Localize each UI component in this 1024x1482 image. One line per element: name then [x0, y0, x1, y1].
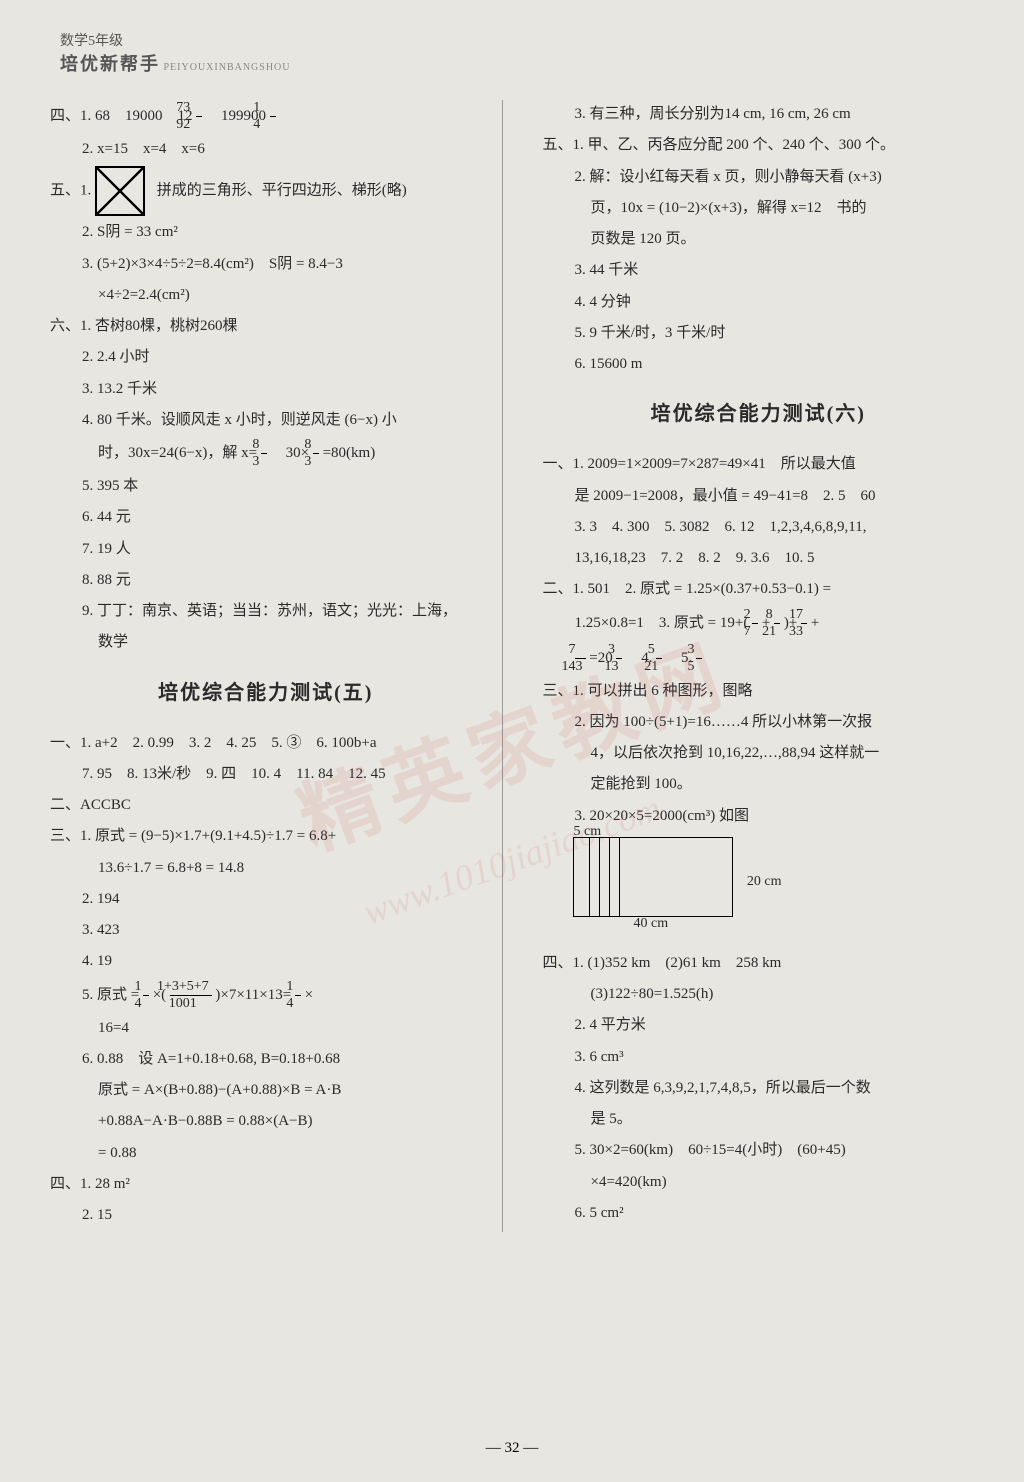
fraction: 35	[696, 642, 702, 675]
answer-line: 2. 解：设小红每天看 x 页，则小静每天看 (x+3)	[543, 163, 975, 192]
answer-line: 4，以后依次抢到 10,16,22,…,88,94 这样就一	[543, 739, 975, 768]
page-header: 数学5年级 培优新帮手 PEIYOUXINBANGSHOU	[60, 30, 291, 76]
answer-line: 3. 3 4. 300 5. 3082 6. 12 1,2,3,4,6,8,9,…	[543, 513, 975, 542]
answer-line: 3. 6 cm³	[543, 1043, 975, 1072]
book-title: 培优新帮手	[60, 54, 160, 74]
answer-line: 四、1. (1)352 km (2)61 km 258 km	[543, 949, 975, 978]
figure-label: 40 cm	[634, 910, 669, 937]
answer-line: 页，10x = (10−2)×(x+3)，解得 x=12 书的	[543, 194, 975, 223]
answer-line: (3)122÷80=1.525(h)	[543, 980, 975, 1009]
answer-line: 5. 9 千米/时，3 千米/时	[543, 319, 975, 348]
answer-line: 5. 395 本	[50, 472, 482, 501]
answer-line: 3. 44 千米	[543, 256, 975, 285]
answer-line: 六、1. 杏树80棵，桃树260棵	[50, 312, 482, 341]
answer-line: 二、1. 501 2. 原式 = 1.25×(0.37+0.53−0.1) =	[543, 575, 975, 604]
fraction: 14	[295, 979, 301, 1012]
fraction: 14	[270, 100, 276, 133]
fraction: 14	[143, 979, 149, 1012]
fraction: 7392	[196, 100, 202, 133]
answer-line: 4. 19	[50, 947, 482, 976]
answer-line: 2. x=15 x=4 x=6	[50, 135, 482, 164]
answer-line: 四、1. 68 19000 12 7392 199900 14	[50, 100, 482, 133]
fraction: 313	[616, 642, 622, 675]
crossed-square-figure	[95, 166, 145, 216]
answer-line: 页数是 120 页。	[543, 225, 975, 254]
fraction: 1733	[801, 607, 807, 640]
left-column: 四、1. 68 19000 12 7392 199900 14 2. x=15 …	[50, 100, 503, 1232]
book-pinyin: PEIYOUXINBANGSHOU	[164, 62, 291, 73]
fraction: 83	[313, 437, 319, 470]
answer-line: 一、1. 2009=1×2009=7×287=49×41 所以最大值	[543, 450, 975, 479]
answer-line: 6. 15600 m	[543, 350, 975, 379]
answer-line: 3. (5+2)×3×4÷5÷2=8.4(cm²) S阴 = 8.4−3	[50, 250, 482, 279]
answer-line: 2. 因为 100÷(5+1)=16……4 所以小林第一次报	[543, 708, 975, 737]
grade-label: 数学5年级	[60, 30, 291, 50]
answer-line: 是 5。	[543, 1105, 975, 1134]
fraction: 7143	[575, 642, 586, 675]
answer-line: 三、1. 可以拼出 6 种图形，图略	[543, 677, 975, 706]
figure-label: 20 cm	[747, 868, 782, 895]
answer-line: 五、1. 拼成的三角形、平行四边形、梯形(略)	[50, 166, 482, 216]
section-title: 培优综合能力测试(六)	[543, 395, 975, 434]
answer-line: 原式 = A×(B+0.88)−(A+0.88)×B = A·B	[50, 1076, 482, 1105]
answer-line: 16=4	[50, 1014, 482, 1043]
answer-line: 1.25×0.8=1 3. 原式 = 19+( 27 + 821 )+ 1733…	[543, 607, 975, 640]
answer-line: 7. 19 人	[50, 535, 482, 564]
fraction: 521	[656, 642, 662, 675]
answer-line: 三、1. 原式 = (9−5)×1.7+(9.1+4.5)÷1.7 = 6.8+	[50, 822, 482, 851]
answer-line: 7143 =20 313 4. 521 5. 35	[543, 642, 975, 675]
answer-line: 3. 423	[50, 916, 482, 945]
answer-line: 4. 80 千米。设顺风走 x 小时，则逆风走 (6−x) 小	[50, 406, 482, 435]
answer-line: 2. 2.4 小时	[50, 343, 482, 372]
answer-line: 3. 20×20×5=2000(cm³) 如图	[543, 802, 975, 831]
answer-line: 2. 15	[50, 1201, 482, 1230]
answer-line: 数学	[50, 628, 482, 657]
answer-line: 8. 88 元	[50, 566, 482, 595]
answer-line: 时，30x=24(6−x)，解 x= 83 30× 83 =80(km)	[50, 437, 482, 470]
answer-line: 13,16,18,23 7. 2 8. 2 9. 3.6 10. 5	[543, 544, 975, 573]
answer-line: 定能抢到 100。	[543, 770, 975, 799]
fraction: 27	[752, 607, 758, 640]
answer-line: 3. 13.2 千米	[50, 375, 482, 404]
figure-label: 5 cm	[574, 818, 602, 845]
answer-line: 3. 有三种，周长分别为14 cm, 16 cm, 26 cm	[543, 100, 975, 129]
section-title: 培优综合能力测试(五)	[50, 674, 482, 713]
answer-line: 2. 194	[50, 885, 482, 914]
answer-line: 5. 30×2=60(km) 60÷15=4(小时) (60+45)	[543, 1136, 975, 1165]
right-column: 3. 有三种，周长分别为14 cm, 16 cm, 26 cm 五、1. 甲、乙…	[523, 100, 975, 1232]
answer-line: 4. 这列数是 6,3,9,2,1,7,4,8,5，所以最后一个数	[543, 1074, 975, 1103]
answer-line: 6. 5 cm²	[543, 1199, 975, 1228]
answer-line: 6. 0.88 设 A=1+0.18+0.68, B=0.18+0.68	[50, 1045, 482, 1074]
answer-line: 5. 原式 = 14 ×( 1+3+5+71001 )×7×11×13= 14 …	[50, 979, 482, 1012]
rectangle-figure: 5 cm 20 cm 40 cm	[573, 837, 733, 917]
answer-line: 13.6÷1.7 = 6.8+8 = 14.8	[50, 854, 482, 883]
fraction: 821	[774, 607, 780, 640]
fraction: 1+3+5+71001	[170, 979, 212, 1012]
page-number: — 32 —	[486, 1440, 539, 1457]
answer-line: 一、1. a+2 2. 0.99 3. 2 4. 25 5. ③ 6. 100b…	[50, 729, 482, 758]
answer-line: 二、ACCBC	[50, 791, 482, 820]
answer-line: 9. 丁丁：南京、英语；当当：苏州，语文；光光：上海，	[50, 597, 482, 626]
answer-line: 五、1. 甲、乙、丙各应分配 200 个、240 个、300 个。	[543, 131, 975, 160]
fraction: 83	[261, 437, 267, 470]
answer-line: 2. S阴 = 33 cm²	[50, 218, 482, 247]
answer-line: = 0.88	[50, 1139, 482, 1168]
answer-line: 4. 4 分钟	[543, 288, 975, 317]
answer-line: 6. 44 元	[50, 503, 482, 532]
answer-line: 是 2009−1=2008，最小值 = 49−41=8 2. 5 60	[543, 482, 975, 511]
answer-line: 四、1. 28 m²	[50, 1170, 482, 1199]
answer-line: 7. 95 8. 13米/秒 9. 四 10. 4 11. 84 12. 45	[50, 760, 482, 789]
answer-line: +0.88A−A·B−0.88B = 0.88×(A−B)	[50, 1107, 482, 1136]
content-columns: 四、1. 68 19000 12 7392 199900 14 2. x=15 …	[50, 100, 974, 1232]
answer-line: 2. 4 平方米	[543, 1011, 975, 1040]
answer-line: ×4÷2=2.4(cm²)	[50, 281, 482, 310]
answer-line: ×4=420(km)	[543, 1168, 975, 1197]
